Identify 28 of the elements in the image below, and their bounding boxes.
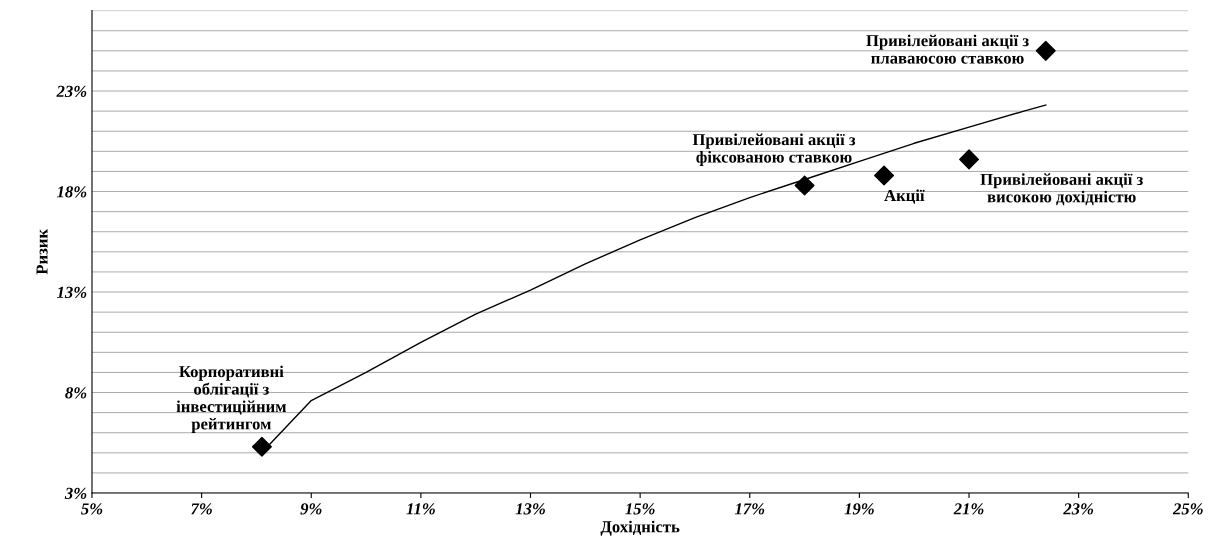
x-tick-label: 5% (81, 503, 103, 515)
annotation: Акції (884, 189, 925, 204)
x-tick-label: 23% (1063, 503, 1094, 515)
y-tick-label: 13% (56, 286, 87, 299)
x-axis-title: Дохідність (600, 520, 680, 536)
x-tick-label: 21% (953, 503, 984, 515)
annotation: Привілейовані акції з плаваюсою ставкою (866, 34, 1029, 64)
y-tick-label: 3% (64, 487, 87, 500)
x-tick-label: 25% (1172, 503, 1203, 515)
x-tick-label: 17% (734, 503, 765, 515)
annotation: Корпоративні облігації з інвестиційним рейтингом (176, 365, 287, 433)
annotation: Привілейовані акції з фіксованою ставкою (692, 133, 856, 167)
x-tick-label: 7% (191, 503, 212, 515)
x-tick-label: 15% (625, 503, 655, 515)
point (794, 175, 815, 196)
point (1035, 40, 1056, 61)
point (959, 149, 980, 170)
x-tick-label: 19% (844, 503, 874, 515)
y-tick-label: 23% (56, 85, 87, 98)
y-axis-title: Ризик (36, 229, 48, 275)
point (251, 436, 272, 457)
y-tick-label: 8% (65, 387, 87, 399)
x-tick-label: 11% (406, 503, 435, 515)
y-tick-label: 18% (56, 186, 87, 198)
annotation: Привілейовані акції з високою дохідністю (980, 173, 1143, 206)
x-tick-label: 9% (300, 503, 322, 515)
x-tick-label: 13% (515, 503, 545, 515)
point (874, 165, 895, 186)
